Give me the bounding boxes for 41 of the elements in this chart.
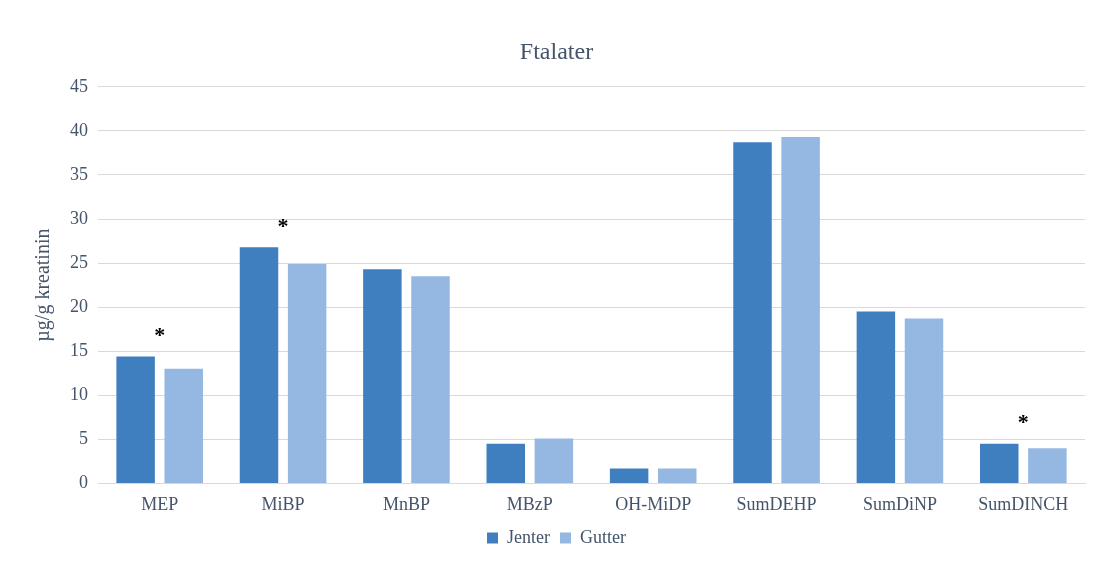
- y-tick-label: 20: [70, 295, 88, 316]
- bar: [781, 137, 820, 483]
- bar: [1028, 448, 1067, 483]
- y-tick-label: 35: [70, 163, 88, 184]
- y-axis-title: µg/g kreatinin: [31, 228, 55, 342]
- bar: [534, 438, 574, 483]
- chart-title: Ftalater: [519, 37, 594, 64]
- annotation: *: [277, 212, 289, 238]
- annotation: *: [154, 322, 166, 348]
- bar: [658, 468, 697, 483]
- annotation: *: [1017, 409, 1029, 435]
- x-tick-label: SumDINCH: [978, 493, 1069, 514]
- bar: [733, 142, 772, 483]
- x-tick-label: MiBP: [261, 493, 305, 514]
- x-tick-label: MnBP: [382, 493, 430, 514]
- legend-label: Gutter: [580, 526, 626, 547]
- legend-label: Jenter: [507, 526, 550, 547]
- bar: [980, 443, 1019, 483]
- bar: [239, 247, 279, 483]
- bar: [363, 269, 402, 483]
- bar: [116, 356, 155, 483]
- bar: [164, 368, 203, 483]
- bar: [486, 443, 525, 483]
- bar: [287, 263, 327, 483]
- y-tick-label: 30: [70, 207, 88, 228]
- x-tick-label: SumDiNP: [862, 493, 937, 514]
- y-tick-label: 45: [70, 75, 88, 96]
- y-tick-label: 5: [79, 428, 88, 449]
- y-tick-label: 40: [70, 119, 88, 140]
- x-tick-label: SumDEHP: [736, 493, 817, 514]
- bar: [411, 276, 450, 483]
- bar: [856, 311, 896, 483]
- x-tick-label: MEP: [141, 493, 179, 514]
- y-tick-label: 25: [70, 251, 88, 272]
- bar: [904, 318, 944, 483]
- x-tick-label: MBzP: [506, 493, 553, 514]
- y-tick-label: 0: [79, 472, 88, 493]
- y-tick-label: 15: [70, 339, 88, 360]
- y-tick-label: 10: [70, 384, 88, 404]
- bar: [609, 468, 649, 483]
- x-tick-label: OH-MiDP: [615, 493, 692, 514]
